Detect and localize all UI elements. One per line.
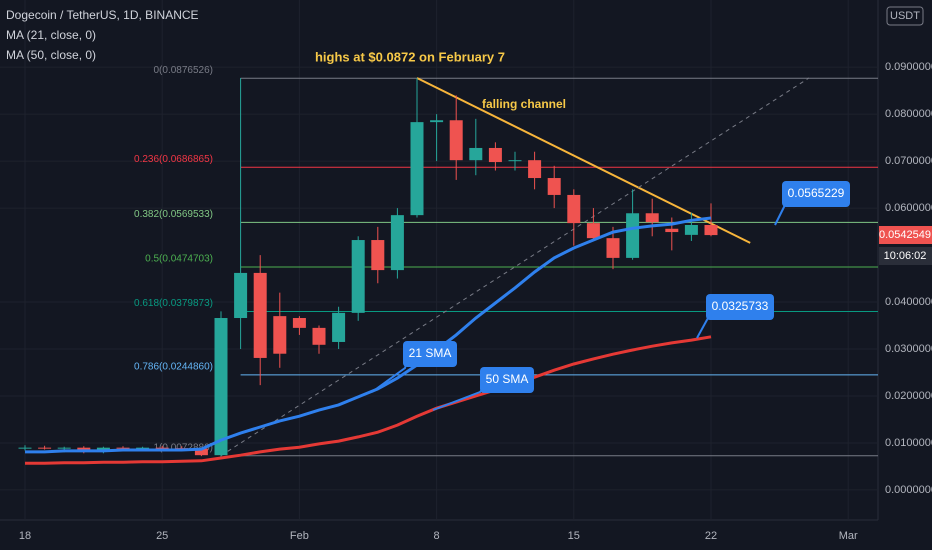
sma21-value: 0.0565229 bbox=[788, 186, 845, 200]
countdown-tag bbox=[879, 247, 932, 265]
candle-body bbox=[234, 272, 248, 319]
candle-body bbox=[214, 318, 228, 456]
last-price-tag bbox=[879, 226, 932, 244]
candle-body bbox=[704, 225, 718, 236]
callout-pointer bbox=[696, 317, 709, 339]
fib-label: 1(0.0072880) bbox=[154, 442, 214, 453]
candle-body bbox=[38, 447, 52, 449]
candle-body bbox=[684, 225, 698, 235]
candle-body bbox=[253, 272, 267, 358]
x-tick-label: 8 bbox=[434, 530, 440, 542]
ma-line bbox=[25, 335, 712, 465]
candle-body bbox=[430, 120, 444, 123]
y-tick-label: 0.0000000 bbox=[885, 484, 932, 496]
y-tick-label: 0.0200000 bbox=[885, 390, 932, 402]
candle-body bbox=[508, 160, 522, 162]
candle-body bbox=[626, 213, 640, 258]
channel-annotation: falling channel bbox=[482, 97, 566, 111]
last-price: 0.0542549 bbox=[879, 229, 931, 241]
candle-body bbox=[194, 448, 208, 456]
ma21-legend: MA (21, close, 0) bbox=[6, 28, 96, 42]
currency-box[interactable] bbox=[886, 6, 924, 26]
y-tick-label: 0.0700000 bbox=[885, 155, 932, 167]
candle-body bbox=[351, 240, 365, 313]
fib-retracement: 0(0.0876526) 0.236(0.0686865) 0.382(0.0569… bbox=[134, 65, 878, 457]
y-tick-label: 0.0300000 bbox=[885, 343, 932, 355]
candle-body bbox=[273, 316, 287, 354]
x-tick-label: 18 bbox=[19, 530, 31, 542]
candle-body bbox=[410, 122, 424, 216]
candles bbox=[18, 77, 718, 458]
fib-label: 0.382(0.0569533) bbox=[134, 209, 213, 220]
fib-label: 0(0.0876526) bbox=[154, 65, 214, 76]
fib-label: 0.618(0.0379873) bbox=[134, 298, 213, 309]
callout-pointer bbox=[774, 204, 786, 226]
ma50-legend: MA (50, close, 0) bbox=[6, 48, 96, 62]
fib-label: 0.236(0.0686865) bbox=[134, 154, 213, 165]
candle-body bbox=[547, 178, 561, 195]
candle-body bbox=[136, 447, 150, 449]
candle-body bbox=[528, 160, 542, 179]
ma-line bbox=[25, 216, 712, 454]
candle-body bbox=[449, 120, 463, 161]
candle-body bbox=[390, 215, 404, 271]
y-tick-label: 0.0600000 bbox=[885, 202, 932, 214]
candle-body bbox=[155, 447, 169, 449]
symbol-title: Dogecoin / TetherUS, 1D, BINANCE bbox=[6, 8, 199, 22]
candle-body bbox=[665, 228, 679, 233]
axes: 0.0000000 0.0100000 0.0200000 0.0300000 0.04… bbox=[19, 61, 932, 542]
candle-body bbox=[332, 312, 346, 342]
sma50-value-callout[interactable] bbox=[706, 294, 774, 320]
sma21-callout[interactable] bbox=[403, 341, 457, 367]
sma50-value: 0.0325733 bbox=[712, 299, 769, 313]
sma21-value-callout[interactable] bbox=[782, 181, 850, 207]
candle-body bbox=[469, 147, 483, 161]
x-tick-label: Mar bbox=[839, 530, 858, 542]
y-tick-label: 0.0800000 bbox=[885, 108, 932, 120]
sma21-label: 21 SMA bbox=[409, 346, 452, 360]
y-tick-label: 0.0900000 bbox=[885, 61, 932, 73]
x-tick-label: Feb bbox=[290, 530, 309, 542]
candle-body bbox=[312, 327, 326, 345]
candle-body bbox=[488, 147, 502, 163]
sma50-label: 50 SMA bbox=[486, 372, 529, 386]
currency[interactable]: USDT bbox=[890, 10, 920, 22]
candle-body bbox=[606, 238, 620, 258]
y-tick-label: 0.0400000 bbox=[885, 296, 932, 308]
x-tick-label: 15 bbox=[568, 530, 580, 542]
sma50-callout[interactable] bbox=[480, 367, 534, 393]
candle-body bbox=[586, 223, 600, 239]
trendline bbox=[416, 77, 751, 244]
moving-averages bbox=[25, 216, 712, 465]
candle-body bbox=[292, 318, 306, 328]
candle-body bbox=[116, 447, 130, 449]
high-annotation: highs at $0.0872 on February 7 bbox=[315, 49, 505, 64]
candle-body bbox=[371, 240, 385, 271]
y-tick-label: 0.0100000 bbox=[885, 437, 932, 449]
x-tick-label: 22 bbox=[705, 530, 717, 542]
candle-body bbox=[645, 213, 659, 223]
countdown: 10:06:02 bbox=[884, 250, 927, 262]
fib-label: 0.5(0.0474703) bbox=[145, 254, 213, 265]
x-tick-label: 25 bbox=[156, 530, 168, 542]
candle-body bbox=[18, 447, 32, 449]
trendlines bbox=[220, 77, 810, 457]
candle-body bbox=[567, 194, 581, 224]
fib-label: 0.786(0.0244860) bbox=[134, 362, 213, 373]
candle-body bbox=[57, 447, 71, 449]
